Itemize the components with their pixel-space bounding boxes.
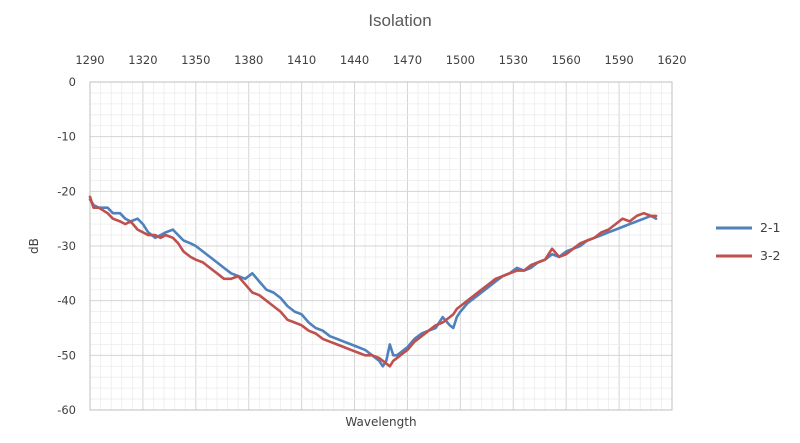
x-axis: 1290 1320 1350 1380 1410 1440 1470 1500 1530 1560… — [75, 53, 686, 67]
series-layer — [88, 195, 658, 368]
chart-title: Isolation — [368, 11, 431, 30]
y-tick-label: 0 — [69, 75, 76, 89]
x-tick-label: 1620 — [657, 53, 686, 67]
y-tick-label: -60 — [57, 403, 76, 417]
y-tick-label: -40 — [57, 294, 76, 308]
x-tick-label: 1410 — [287, 53, 316, 67]
y-tick-label: -20 — [57, 184, 76, 198]
grid — [89, 81, 673, 411]
x-axis-label: Wavelength — [345, 415, 416, 429]
x-tick-label: 1470 — [393, 53, 422, 67]
x-tick-label: 1380 — [234, 53, 263, 67]
y-axis: 0 -10 -20 -30 -40 -50 -60 — [57, 75, 76, 417]
series-line-3-2 — [88, 195, 658, 368]
legend: 2-1 3-2 — [716, 220, 780, 263]
legend-label-2-1: 2-1 — [760, 220, 780, 235]
x-tick-label: 1350 — [181, 53, 210, 67]
x-tick-label: 1320 — [128, 53, 157, 67]
y-tick-label: -50 — [57, 348, 76, 362]
plot-area — [89, 81, 673, 411]
legend-label-3-2: 3-2 — [760, 248, 780, 263]
series-line-2-1 — [88, 198, 658, 368]
x-tick-label: 1530 — [499, 53, 528, 67]
x-tick-label: 1440 — [340, 53, 369, 67]
x-tick-label: 1500 — [446, 53, 475, 67]
y-tick-label: -10 — [57, 130, 76, 144]
y-tick-label: -30 — [57, 239, 76, 253]
x-tick-label: 1560 — [552, 53, 581, 67]
x-tick-label: 1590 — [604, 53, 633, 67]
y-axis-label: dB — [27, 238, 41, 254]
x-tick-label: 1290 — [75, 53, 104, 67]
